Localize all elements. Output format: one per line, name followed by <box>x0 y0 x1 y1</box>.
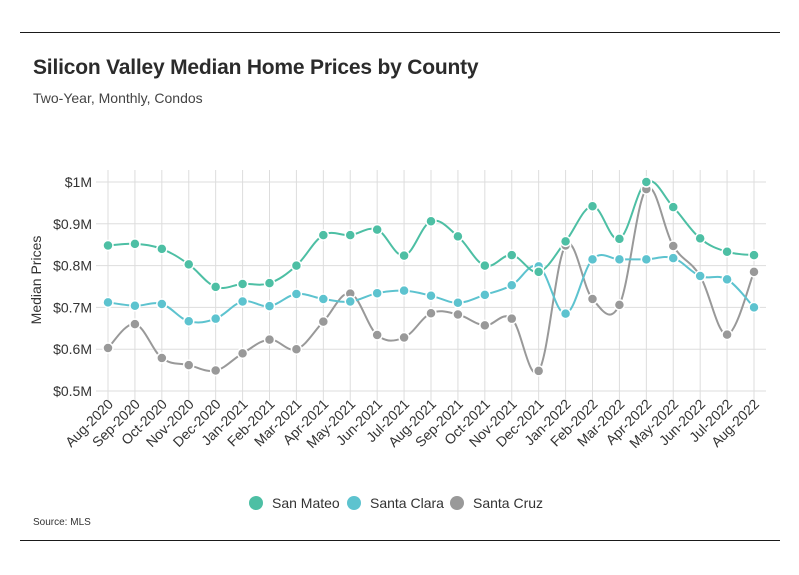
santa-cruz-point <box>721 328 733 341</box>
san-mateo-point <box>209 281 222 293</box>
san-mateo-point <box>236 278 249 290</box>
santa-cruz-point <box>156 352 168 364</box>
san-mateo-point <box>344 229 356 241</box>
san-mateo-point <box>183 258 195 271</box>
source-note: Source: MLS <box>33 517 91 528</box>
santa-cruz-point <box>586 293 599 305</box>
santa-clara-point <box>640 253 653 266</box>
santa-clara-point <box>371 287 383 299</box>
santa-cruz-point <box>748 266 760 278</box>
y-tick-labels: $1M $0.9M $0.8M $0.7M $0.6M $0.5M <box>53 174 92 399</box>
san-mateo-point <box>263 277 276 289</box>
san-mateo-point <box>371 223 383 236</box>
san-mateo-point <box>156 243 168 255</box>
san-mateo-point <box>398 249 410 262</box>
san-mateo-point <box>532 266 545 278</box>
y-axis-label: Median Prices <box>28 236 44 325</box>
santa-clara-point <box>452 297 464 309</box>
santa-clara-point <box>479 289 491 301</box>
santa-clara-point <box>209 312 222 325</box>
santa-clara-point <box>344 295 356 308</box>
santa-cruz-point <box>532 365 545 377</box>
santa-clara-point <box>129 299 141 312</box>
san-mateo-point <box>452 230 464 243</box>
santa-cruz-point <box>236 347 249 360</box>
santa-clara-point <box>102 296 114 309</box>
santa-clara-point <box>667 252 679 264</box>
top-rule <box>20 32 780 33</box>
santa-cruz-point <box>209 364 222 377</box>
san-mateo-point <box>586 200 599 212</box>
san-mateo-point <box>694 232 706 245</box>
legend: San Mateo Santa Clara Santa Cruz <box>249 495 543 511</box>
santa-clara-legend-marker <box>347 496 361 510</box>
chart-subtitle: Two-Year, Monthly, Condos <box>33 90 203 106</box>
santa-cruz-legend-marker <box>450 496 464 510</box>
santa-cruz-point <box>183 359 195 371</box>
san-mateo-point <box>317 229 330 241</box>
santa-clara-point <box>156 298 168 310</box>
y-tick-label: $0.9M <box>53 216 92 232</box>
san-mateo-point <box>102 239 114 252</box>
santa-cruz-point <box>425 307 437 320</box>
santa-cruz-point <box>479 319 491 332</box>
santa-cruz-point <box>506 312 518 325</box>
san-mateo-point <box>506 249 518 261</box>
santa-cruz-point <box>317 315 330 328</box>
santa-clara-point <box>694 270 706 282</box>
santa-cruz-point <box>398 331 410 344</box>
santa-clara-point <box>236 295 249 308</box>
y-tick-label: $0.7M <box>53 299 92 315</box>
san-mateo-point <box>721 246 733 258</box>
santa-clara-legend-label: Santa Clara <box>370 495 444 511</box>
santa-cruz-point <box>102 342 114 354</box>
grid-lines <box>96 170 766 401</box>
san-mateo-point <box>748 249 760 261</box>
san-mateo-point <box>290 259 303 272</box>
santa-clara-point <box>425 289 437 302</box>
y-tick-label: $0.5M <box>53 383 92 399</box>
santa-clara-point <box>317 293 330 305</box>
chart-title: Silicon Valley Median Home Prices by Cou… <box>33 56 479 79</box>
santa-clara-point <box>586 253 599 266</box>
san-mateo-point <box>129 238 141 250</box>
santa-clara-point <box>613 253 626 266</box>
santa-cruz-point <box>667 240 679 252</box>
santa-clara-point <box>263 300 276 312</box>
y-tick-label: $0.6M <box>53 341 92 357</box>
santa-clara-point <box>183 315 195 327</box>
santa-clara-point <box>559 307 572 320</box>
san-mateo-legend-label: San Mateo <box>272 495 340 511</box>
santa-cruz-point <box>129 318 141 330</box>
santa-clara-point <box>398 284 410 297</box>
santa-cruz-point <box>452 308 464 321</box>
y-tick-label: $1M <box>65 174 92 190</box>
san-mateo-point <box>667 201 679 213</box>
santa-cruz-point <box>263 333 276 346</box>
santa-cruz-point <box>371 329 383 341</box>
san-mateo-point <box>425 215 437 228</box>
san-mateo-legend-marker <box>249 496 263 510</box>
santa-cruz-point <box>613 299 626 311</box>
santa-clara-point <box>290 288 303 300</box>
san-mateo-point <box>613 233 626 245</box>
series-points <box>102 176 760 377</box>
san-mateo-point <box>559 235 572 248</box>
santa-clara-point <box>506 279 518 291</box>
bottom-rule <box>20 540 780 541</box>
x-tick-labels: Aug-2020Sep-2020Oct-2020Nov-2020Dec-2020… <box>62 396 762 451</box>
santa-cruz-legend-label: Santa Cruz <box>473 495 543 511</box>
santa-cruz-point <box>290 343 303 355</box>
santa-clara-point <box>721 273 733 286</box>
y-tick-label: $0.8M <box>53 258 92 274</box>
san-mateo-point <box>479 259 491 272</box>
san-mateo-point <box>640 176 653 188</box>
santa-clara-point <box>748 301 760 314</box>
